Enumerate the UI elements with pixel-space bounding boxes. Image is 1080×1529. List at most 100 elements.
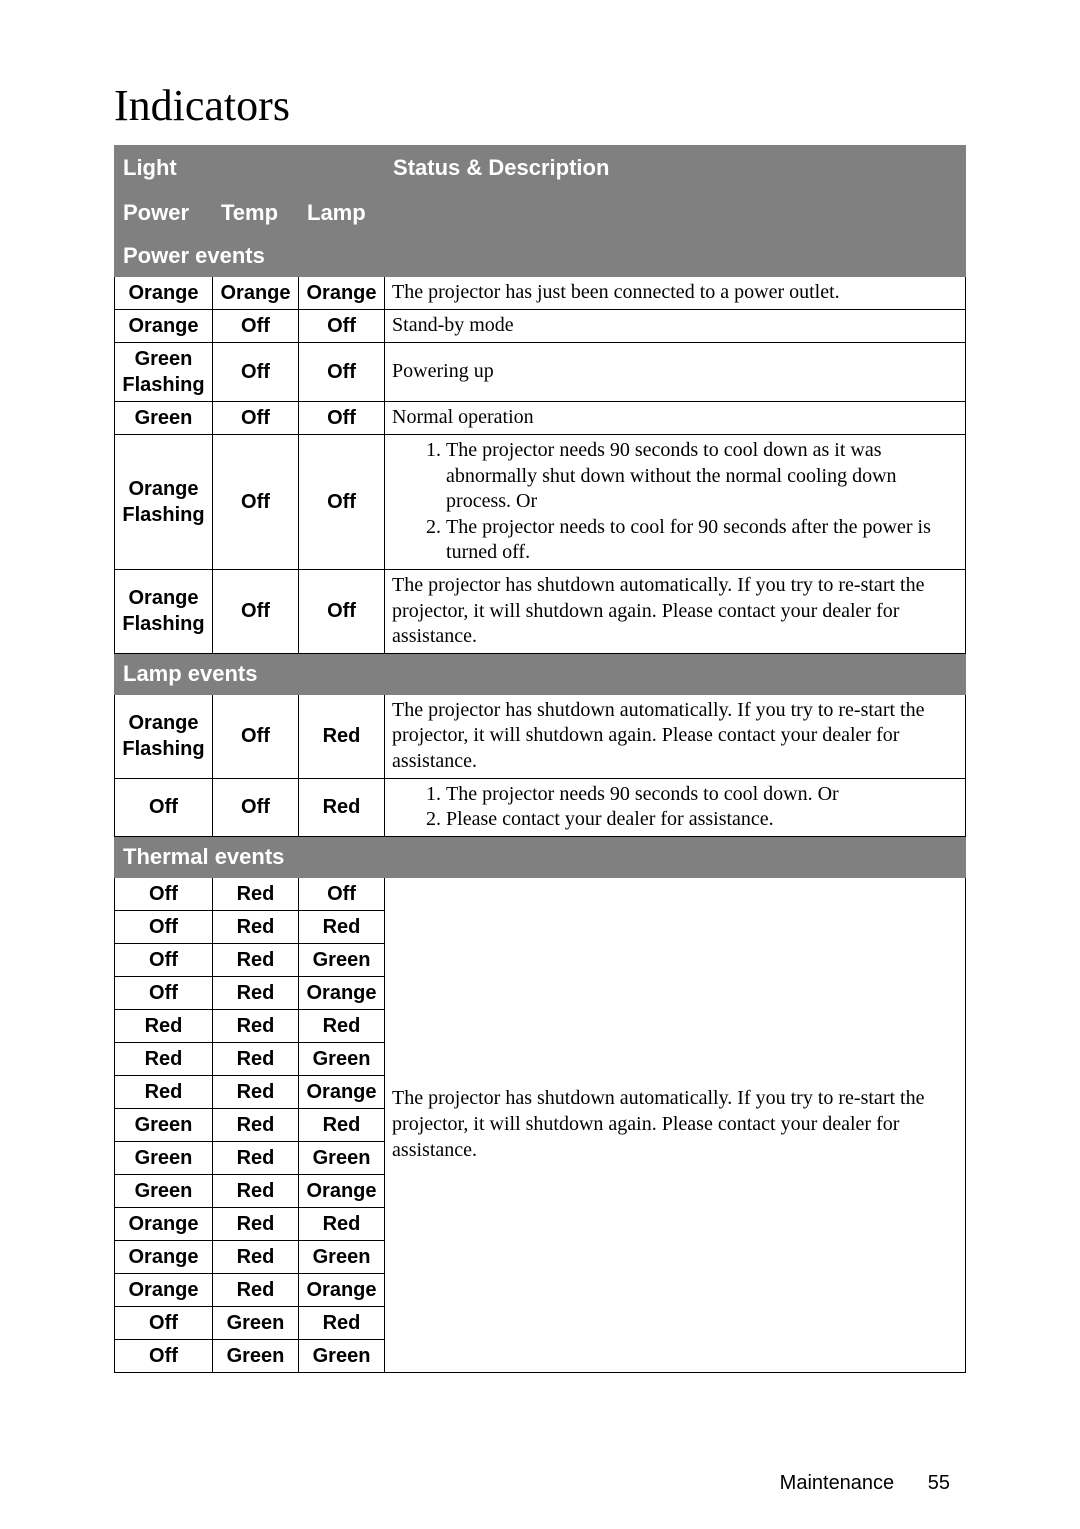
indicators-table: Light Status & Description Power Temp La… bbox=[114, 145, 966, 1373]
desc-cell: The projector has just been connected to… bbox=[385, 277, 966, 310]
lamp-cell: Orange bbox=[299, 1273, 385, 1306]
header-row-1: Light Status & Description bbox=[115, 146, 966, 191]
temp-cell: Green bbox=[213, 1306, 299, 1339]
header-status: Status & Description bbox=[385, 146, 966, 236]
power-cell: Orange bbox=[115, 310, 213, 343]
temp-cell: Red bbox=[213, 1009, 299, 1042]
power-cell: Off bbox=[115, 778, 213, 836]
power-cell: Red bbox=[115, 1009, 213, 1042]
desc-cell: The projector needs 90 seconds to cool d… bbox=[385, 435, 966, 570]
lamp-cell: Green bbox=[299, 1240, 385, 1273]
table-row: Green Flashing Off Off Powering up bbox=[115, 343, 966, 402]
temp-cell: Red bbox=[213, 1240, 299, 1273]
temp-cell: Green bbox=[213, 1339, 299, 1372]
desc-cell: The projector has shutdown automatically… bbox=[385, 694, 966, 778]
table-row: Orange Flashing Off Red The projector ha… bbox=[115, 694, 966, 778]
table-row: Off Off Red The projector needs 90 secon… bbox=[115, 778, 966, 836]
desc-cell: Powering up bbox=[385, 343, 966, 402]
lamp-cell: Red bbox=[299, 694, 385, 778]
table-row: Orange Flashing Off Off The projector ha… bbox=[115, 569, 966, 653]
lamp-cell: Green bbox=[299, 1042, 385, 1075]
power-cell: Green bbox=[115, 1174, 213, 1207]
temp-cell: Off bbox=[213, 310, 299, 343]
temp-cell: Orange bbox=[213, 277, 299, 310]
lamp-cell: Green bbox=[299, 943, 385, 976]
power-cell: Orange bbox=[115, 1240, 213, 1273]
temp-cell: Red bbox=[213, 1207, 299, 1240]
power-cell: Off bbox=[115, 910, 213, 943]
power-cell: Orange Flashing bbox=[115, 569, 213, 653]
section-power-events: Power events bbox=[115, 236, 966, 277]
lamp-cell: Green bbox=[299, 1141, 385, 1174]
temp-cell: Red bbox=[213, 943, 299, 976]
table-row: Orange Orange Orange The projector has j… bbox=[115, 277, 966, 310]
lamp-cell: Orange bbox=[299, 277, 385, 310]
lamp-cell: Red bbox=[299, 1108, 385, 1141]
footer-page-number: 55 bbox=[928, 1472, 950, 1494]
list-item: Please contact your dealer for assistanc… bbox=[446, 807, 958, 833]
power-cell: Red bbox=[115, 1075, 213, 1108]
lamp-cell: Red bbox=[299, 1207, 385, 1240]
lamp-cell: Off bbox=[299, 569, 385, 653]
lamp-cell: Red bbox=[299, 1306, 385, 1339]
power-cell: Off bbox=[115, 1306, 213, 1339]
temp-cell: Red bbox=[213, 1174, 299, 1207]
header-temp: Temp bbox=[213, 191, 299, 236]
table-row: Green Off Off Normal operation bbox=[115, 402, 966, 435]
power-cell: Orange Flashing bbox=[115, 694, 213, 778]
temp-cell: Off bbox=[213, 402, 299, 435]
power-cell: Off bbox=[115, 1339, 213, 1372]
lamp-cell: Red bbox=[299, 778, 385, 836]
temp-cell: Off bbox=[213, 343, 299, 402]
temp-cell: Red bbox=[213, 1273, 299, 1306]
power-cell: Off bbox=[115, 943, 213, 976]
temp-cell: Red bbox=[213, 976, 299, 1009]
power-cell: Green bbox=[115, 1141, 213, 1174]
footer-section: Maintenance bbox=[780, 1472, 895, 1494]
power-cell: Orange Flashing bbox=[115, 435, 213, 570]
list-item: The projector needs 90 seconds to cool d… bbox=[446, 782, 958, 808]
temp-cell: Off bbox=[213, 694, 299, 778]
lamp-cell: Off bbox=[299, 343, 385, 402]
lamp-cell: Off bbox=[299, 435, 385, 570]
list-item: The projector needs to cool for 90 secon… bbox=[446, 515, 958, 566]
section-thermal-events: Thermal events bbox=[115, 836, 966, 877]
desc-cell: The projector needs 90 seconds to cool d… bbox=[385, 778, 966, 836]
power-cell: Orange bbox=[115, 1207, 213, 1240]
table-row: Off Red Off The projector has shutdown a… bbox=[115, 877, 966, 910]
desc-cell: Normal operation bbox=[385, 402, 966, 435]
section-lamp-events: Lamp events bbox=[115, 653, 966, 694]
temp-cell: Red bbox=[213, 1108, 299, 1141]
temp-cell: Off bbox=[213, 435, 299, 570]
desc-cell: The projector has shutdown automatically… bbox=[385, 569, 966, 653]
header-power: Power bbox=[115, 191, 213, 236]
header-light: Light bbox=[115, 146, 385, 191]
page-title: Indicators bbox=[114, 80, 966, 131]
list-item: The projector needs 90 seconds to cool d… bbox=[446, 438, 958, 515]
page-footer: Maintenance 55 bbox=[780, 1472, 950, 1495]
temp-cell: Red bbox=[213, 1141, 299, 1174]
power-cell: Orange bbox=[115, 277, 213, 310]
temp-cell: Red bbox=[213, 877, 299, 910]
power-cell: Green bbox=[115, 402, 213, 435]
temp-cell: Off bbox=[213, 569, 299, 653]
table-row: Orange Flashing Off Off The projector ne… bbox=[115, 435, 966, 570]
lamp-cell: Orange bbox=[299, 1174, 385, 1207]
lamp-cell: Off bbox=[299, 310, 385, 343]
lamp-cell: Off bbox=[299, 877, 385, 910]
lamp-cell: Red bbox=[299, 1009, 385, 1042]
temp-cell: Red bbox=[213, 1075, 299, 1108]
temp-cell: Red bbox=[213, 910, 299, 943]
lamp-cell: Red bbox=[299, 910, 385, 943]
header-lamp: Lamp bbox=[299, 191, 385, 236]
lamp-cell: Orange bbox=[299, 1075, 385, 1108]
power-cell: Off bbox=[115, 976, 213, 1009]
temp-cell: Off bbox=[213, 778, 299, 836]
table-row: Orange Off Off Stand-by mode bbox=[115, 310, 966, 343]
power-cell: Orange bbox=[115, 1273, 213, 1306]
lamp-cell: Green bbox=[299, 1339, 385, 1372]
power-cell: Green bbox=[115, 1108, 213, 1141]
temp-cell: Red bbox=[213, 1042, 299, 1075]
power-cell: Off bbox=[115, 877, 213, 910]
lamp-cell: Orange bbox=[299, 976, 385, 1009]
